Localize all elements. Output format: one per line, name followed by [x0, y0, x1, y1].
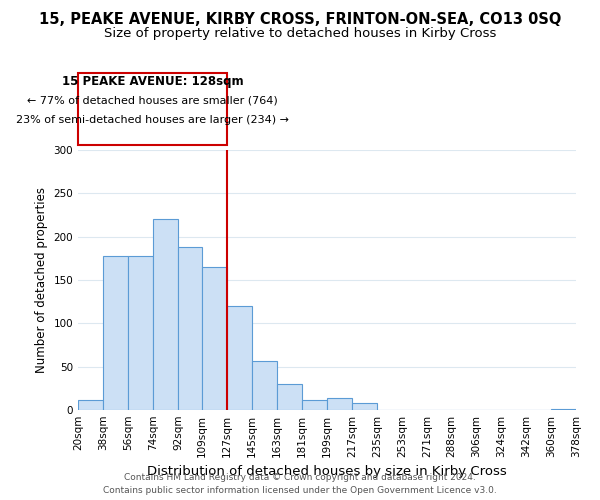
Bar: [128, 256, 153, 410]
Text: 15 PEAKE AVENUE: 128sqm: 15 PEAKE AVENUE: 128sqm: [62, 75, 243, 88]
Bar: [178, 247, 202, 410]
Bar: [302, 400, 327, 410]
Y-axis label: Number of detached properties: Number of detached properties: [35, 187, 48, 373]
Text: ← 77% of detached houses are smaller (764): ← 77% of detached houses are smaller (76…: [27, 95, 278, 105]
Bar: [327, 398, 352, 410]
Bar: [252, 362, 277, 410]
Text: 15, PEAKE AVENUE, KIRBY CROSS, FRINTON-ON-SEA, CO13 0SQ: 15, PEAKE AVENUE, KIRBY CROSS, FRINTON-O…: [39, 12, 561, 28]
Bar: [78, 400, 103, 410]
Bar: [103, 256, 128, 410]
Text: Size of property relative to detached houses in Kirby Cross: Size of property relative to detached ho…: [104, 28, 496, 40]
Text: Contains public sector information licensed under the Open Government Licence v3: Contains public sector information licen…: [103, 486, 497, 495]
Bar: [352, 403, 377, 410]
Text: 23% of semi-detached houses are larger (234) →: 23% of semi-detached houses are larger (…: [16, 115, 289, 125]
Bar: [153, 220, 178, 410]
X-axis label: Distribution of detached houses by size in Kirby Cross: Distribution of detached houses by size …: [147, 466, 507, 478]
Text: Contains HM Land Registry data © Crown copyright and database right 2024.: Contains HM Land Registry data © Crown c…: [124, 474, 476, 482]
Bar: [202, 267, 227, 410]
Bar: [551, 409, 576, 410]
Bar: [227, 306, 252, 410]
Bar: [277, 384, 302, 410]
